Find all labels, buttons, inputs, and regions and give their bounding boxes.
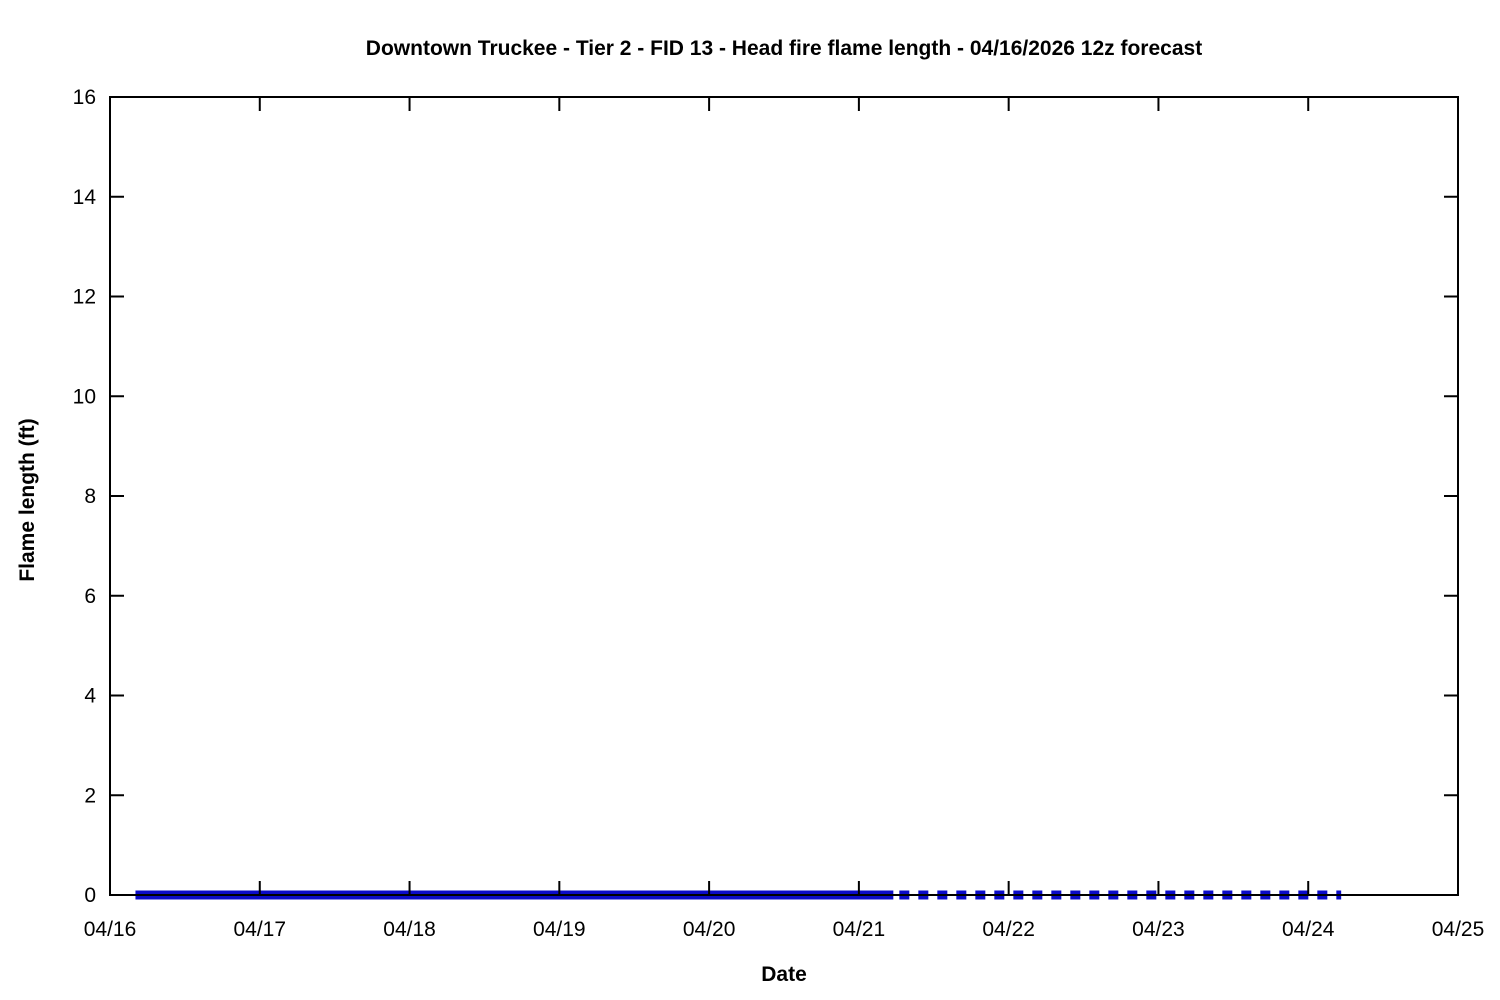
x-tick-label: 04/25 [1432,918,1485,941]
chart-title: Downtown Truckee - Tier 2 - FID 13 - Hea… [365,37,1203,60]
y-tick-label: 14 [73,186,97,209]
x-tick-label: 04/22 [982,918,1035,941]
x-tick-label: 04/17 [233,918,286,941]
x-tick-label: 04/20 [683,918,736,941]
y-tick-label: 6 [84,585,96,608]
x-tick-label: 04/24 [1282,918,1335,941]
x-tick-label: 04/19 [533,918,586,941]
y-tick-label: 4 [84,685,96,708]
x-axis-title: Date [761,963,807,986]
y-tick-label: 0 [84,884,96,907]
x-tick-label: 04/18 [383,918,436,941]
y-tick-label: 16 [73,86,96,109]
plot-frame [109,96,1459,896]
x-tick-label: 04/23 [1132,918,1185,941]
y-tick-label: 8 [84,485,96,508]
x-tick-label: 04/16 [84,918,137,941]
y-tick-label: 12 [73,286,96,309]
y-tick-label: 2 [84,784,96,807]
x-tick-label: 04/21 [833,918,886,941]
y-tick-label: 10 [73,385,96,408]
